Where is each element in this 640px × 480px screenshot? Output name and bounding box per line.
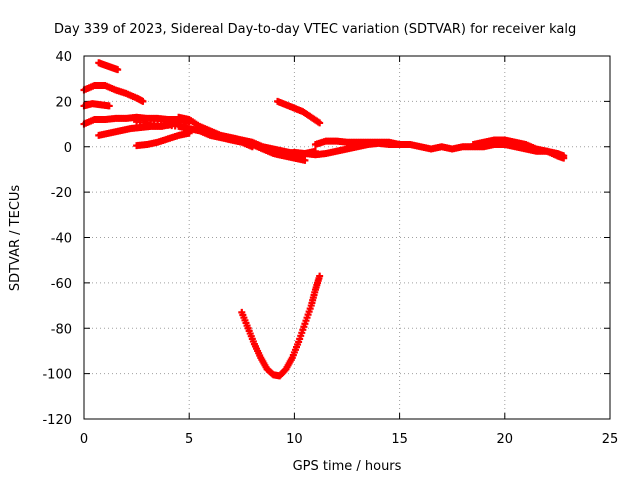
y-tick-label: -100 [42, 368, 72, 383]
x-tick-label: 5 [185, 432, 193, 447]
x-tick-label: 20 [497, 432, 514, 447]
series-arc-1 [95, 59, 122, 74]
data-point-marker [316, 119, 324, 127]
tick-labels: 0 5 10 15 20 25 -120 -100 -80 -60 -40 -20 0 20 40 [42, 50, 618, 447]
data-point-marker [301, 156, 309, 164]
data-point-marker [114, 66, 122, 74]
x-tick-label: 25 [602, 432, 619, 447]
x-axis-label: GPS time / hours [293, 459, 402, 474]
chart-title: Day 339 of 2023, Sidereal Day-to-day VTE… [54, 22, 576, 37]
x-tick-label: 10 [286, 432, 303, 447]
data-point-marker [560, 154, 568, 162]
series-arc-6 [133, 129, 193, 150]
y-tick-label: 40 [55, 50, 72, 65]
y-tick-label: 20 [55, 95, 72, 110]
x-tick-label: 0 [80, 432, 88, 447]
plot-frame [83, 55, 611, 420]
series-arc-3 [80, 100, 113, 110]
y-tick-label: -40 [51, 232, 72, 247]
plot-area [80, 59, 568, 380]
y-tick-label: -20 [51, 186, 72, 201]
data-point-marker [105, 102, 113, 110]
series-arc-15 [469, 136, 568, 162]
series-arc-2 [80, 81, 147, 105]
series-arc-11 [274, 97, 324, 127]
data-point-marker [316, 272, 324, 280]
y-tick-label: -80 [51, 322, 72, 337]
x-tick-label: 15 [391, 432, 408, 447]
series-arc-16 [238, 272, 324, 380]
data-point-marker [139, 97, 147, 105]
y-tick-label: -120 [42, 413, 72, 428]
y-tick-label: 0 [64, 141, 72, 156]
y-axis-label: SDTVAR / TECUs [8, 185, 23, 292]
y-tick-label: -60 [51, 277, 72, 292]
